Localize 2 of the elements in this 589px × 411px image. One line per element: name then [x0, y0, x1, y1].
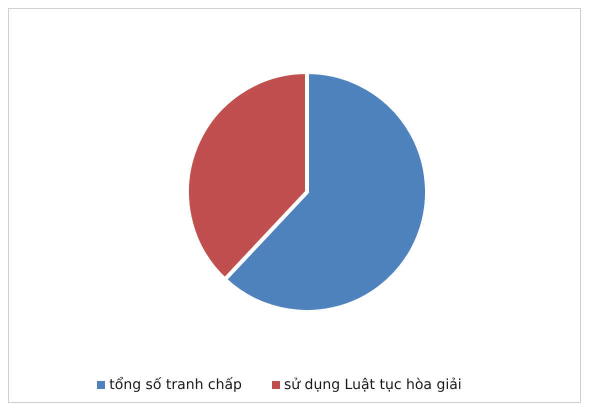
legend-label: sử dụng Luật tục hòa giải — [284, 377, 462, 393]
legend-label: tổng số tranh chấp — [109, 377, 242, 393]
